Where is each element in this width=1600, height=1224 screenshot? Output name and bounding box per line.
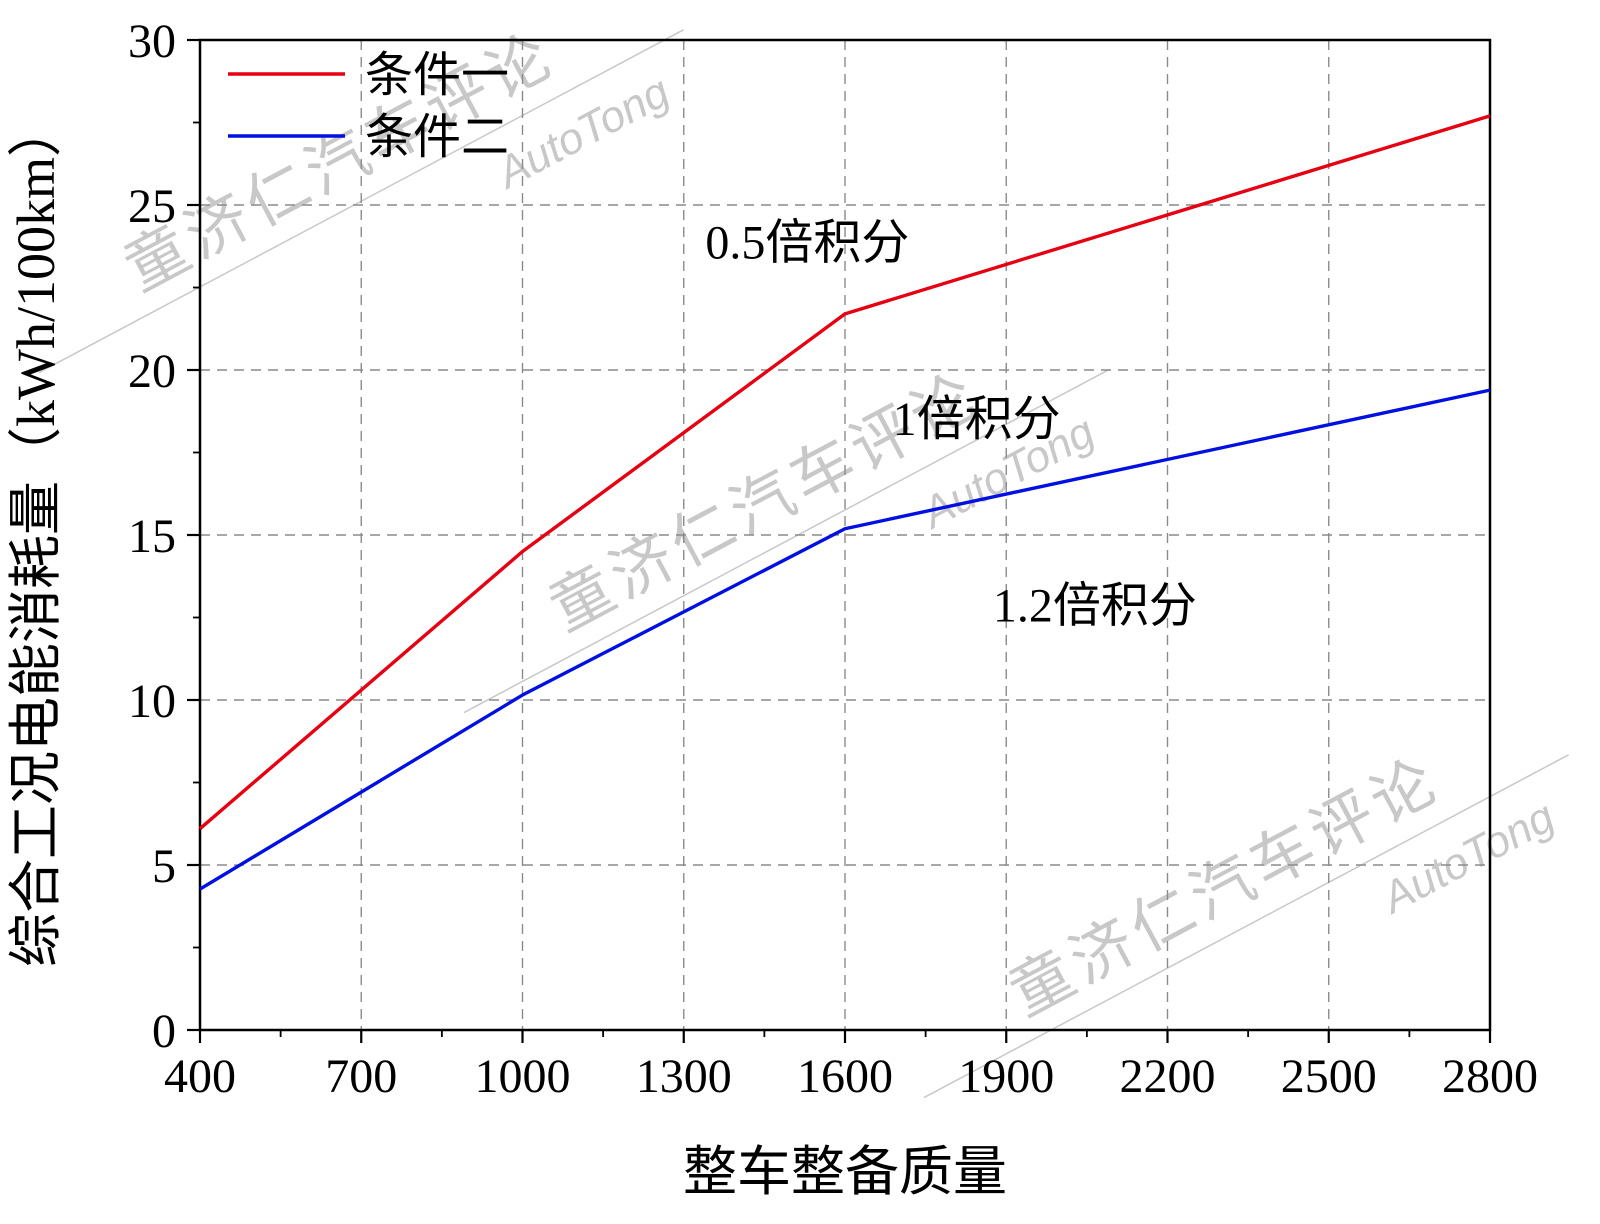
x-tick-label: 1900 — [958, 1050, 1054, 1103]
x-tick-label: 2500 — [1281, 1050, 1377, 1103]
x-tick-label: 1300 — [636, 1050, 732, 1103]
annotation: 0.5倍积分 — [705, 216, 909, 269]
watermark-line — [463, 369, 1109, 714]
y-tick-label: 10 — [128, 675, 176, 728]
legend-label: 条件二 — [365, 111, 509, 164]
x-tick-label: 700 — [325, 1050, 397, 1103]
y-tick-label: 5 — [152, 840, 176, 893]
annotation: 1倍积分 — [893, 393, 1061, 446]
series-line-条件一 — [198, 114, 1491, 830]
annotation: 1.2倍积分 — [993, 579, 1197, 632]
y-tick-label: 25 — [128, 180, 176, 233]
x-tick-label: 1000 — [475, 1050, 571, 1103]
x-tick-label: 2800 — [1442, 1050, 1538, 1103]
y-axis-title: 综合工况电能消耗量（kWh/100km） — [6, 103, 66, 967]
y-tick-label: 20 — [128, 345, 176, 398]
y-tick-label: 30 — [128, 15, 176, 68]
y-tick-label: 15 — [128, 510, 176, 563]
watermark-line — [923, 754, 1569, 1099]
x-axis-title: 整车整备质量 — [683, 1142, 1007, 1202]
y-tick-label: 0 — [152, 1005, 176, 1058]
x-tick-label: 400 — [164, 1050, 236, 1103]
x-tick-label: 1600 — [797, 1050, 893, 1103]
legend-label: 条件一 — [365, 49, 509, 102]
x-tick-label: 2200 — [1120, 1050, 1216, 1103]
series-line-条件二 — [199, 388, 1491, 891]
